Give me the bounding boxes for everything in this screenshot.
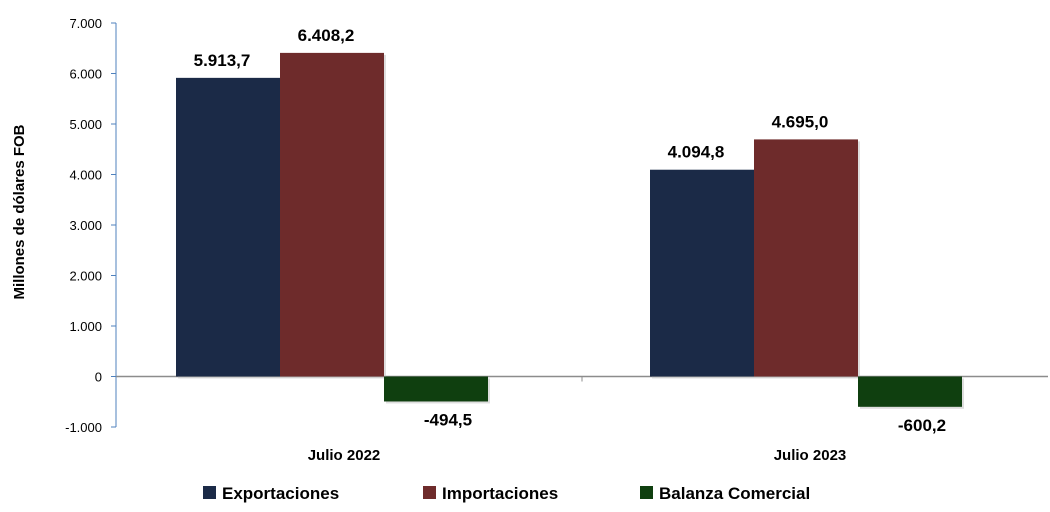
bar [754, 139, 858, 377]
y-axis-label: Millones de dólares FOB [11, 124, 28, 299]
y-tick-label: 2.000 [69, 269, 102, 284]
y-tick-label: 4.000 [69, 168, 102, 183]
data-label: 4.094,8 [668, 143, 725, 162]
y-tick-label: -1.000 [65, 420, 102, 435]
data-labels: 5.913,7 6.408,2 -494,5 4.094,8 4.695,0 -600,2 [194, 26, 946, 435]
bar [176, 77, 280, 377]
legend-swatch [203, 486, 216, 499]
y-tick-label: 0 [95, 370, 102, 385]
data-label: -600,2 [898, 416, 946, 435]
legend-label: Balanza Comercial [659, 484, 810, 503]
legend-label: Importaciones [442, 484, 558, 503]
legend-swatch [423, 486, 436, 499]
bars [176, 52, 964, 409]
data-label: 6.408,2 [298, 26, 355, 45]
bar [280, 52, 384, 377]
y-tick-label: 5.000 [69, 117, 102, 132]
y-tick-label: 1.000 [69, 319, 102, 334]
data-label: -494,5 [424, 410, 472, 429]
x-category-label: Julio 2022 [308, 447, 381, 464]
y-tick-label: 3.000 [69, 218, 102, 233]
data-label: 5.913,7 [194, 51, 251, 70]
bar [384, 376, 488, 402]
x-category-label: Julio 2023 [774, 447, 847, 464]
y-tick-label: 6.000 [69, 67, 102, 82]
y-tick-label: 7.000 [69, 16, 102, 31]
bar [858, 376, 962, 407]
bar [650, 169, 754, 377]
legend-label: Exportaciones [222, 484, 339, 503]
data-label: 4.695,0 [772, 112, 829, 131]
legend-swatch [640, 486, 653, 499]
legend: Exportaciones Importaciones Balanza Comerc… [203, 484, 810, 503]
